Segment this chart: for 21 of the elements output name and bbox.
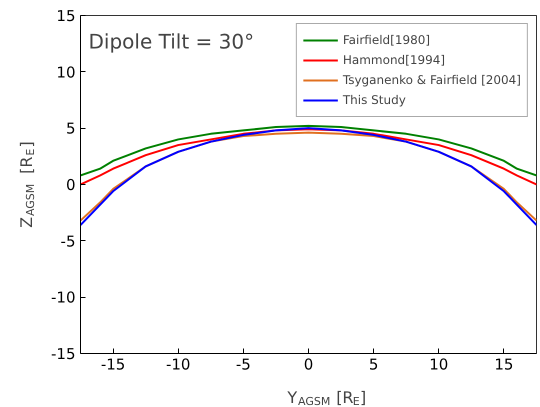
x-tick-label: -15 bbox=[100, 356, 126, 374]
y-tick-label: -10 bbox=[51, 288, 76, 307]
y-tick-label: -5 bbox=[60, 232, 76, 250]
annotation: Dipole Tilt = 30° bbox=[88, 30, 254, 54]
legend-label: Hammond[1994] bbox=[342, 53, 446, 67]
y-axis-title: ZAGSM [RE] bbox=[17, 141, 37, 228]
legend-label: Tsyganenko & Fairfield [2004] bbox=[342, 73, 521, 87]
y-tick-label: 5 bbox=[66, 120, 76, 138]
line-series bbox=[80, 124, 536, 176]
y-tick-label: 15 bbox=[56, 7, 76, 25]
legend-label: This Study bbox=[342, 93, 406, 107]
y-tick-label: 10 bbox=[56, 63, 76, 82]
x-tick-label: -10 bbox=[166, 356, 190, 374]
x-tick-label: 0 bbox=[304, 356, 314, 374]
x-tick-label: 5 bbox=[368, 356, 378, 374]
line-series bbox=[80, 128, 536, 186]
x-tick-label: -5 bbox=[236, 356, 251, 374]
legend-label: Fairfield[1980] bbox=[342, 33, 430, 47]
y-tick-label: 0 bbox=[66, 176, 76, 194]
x-tick-label: 10 bbox=[429, 356, 448, 374]
x-tick-label: 15 bbox=[494, 356, 514, 374]
